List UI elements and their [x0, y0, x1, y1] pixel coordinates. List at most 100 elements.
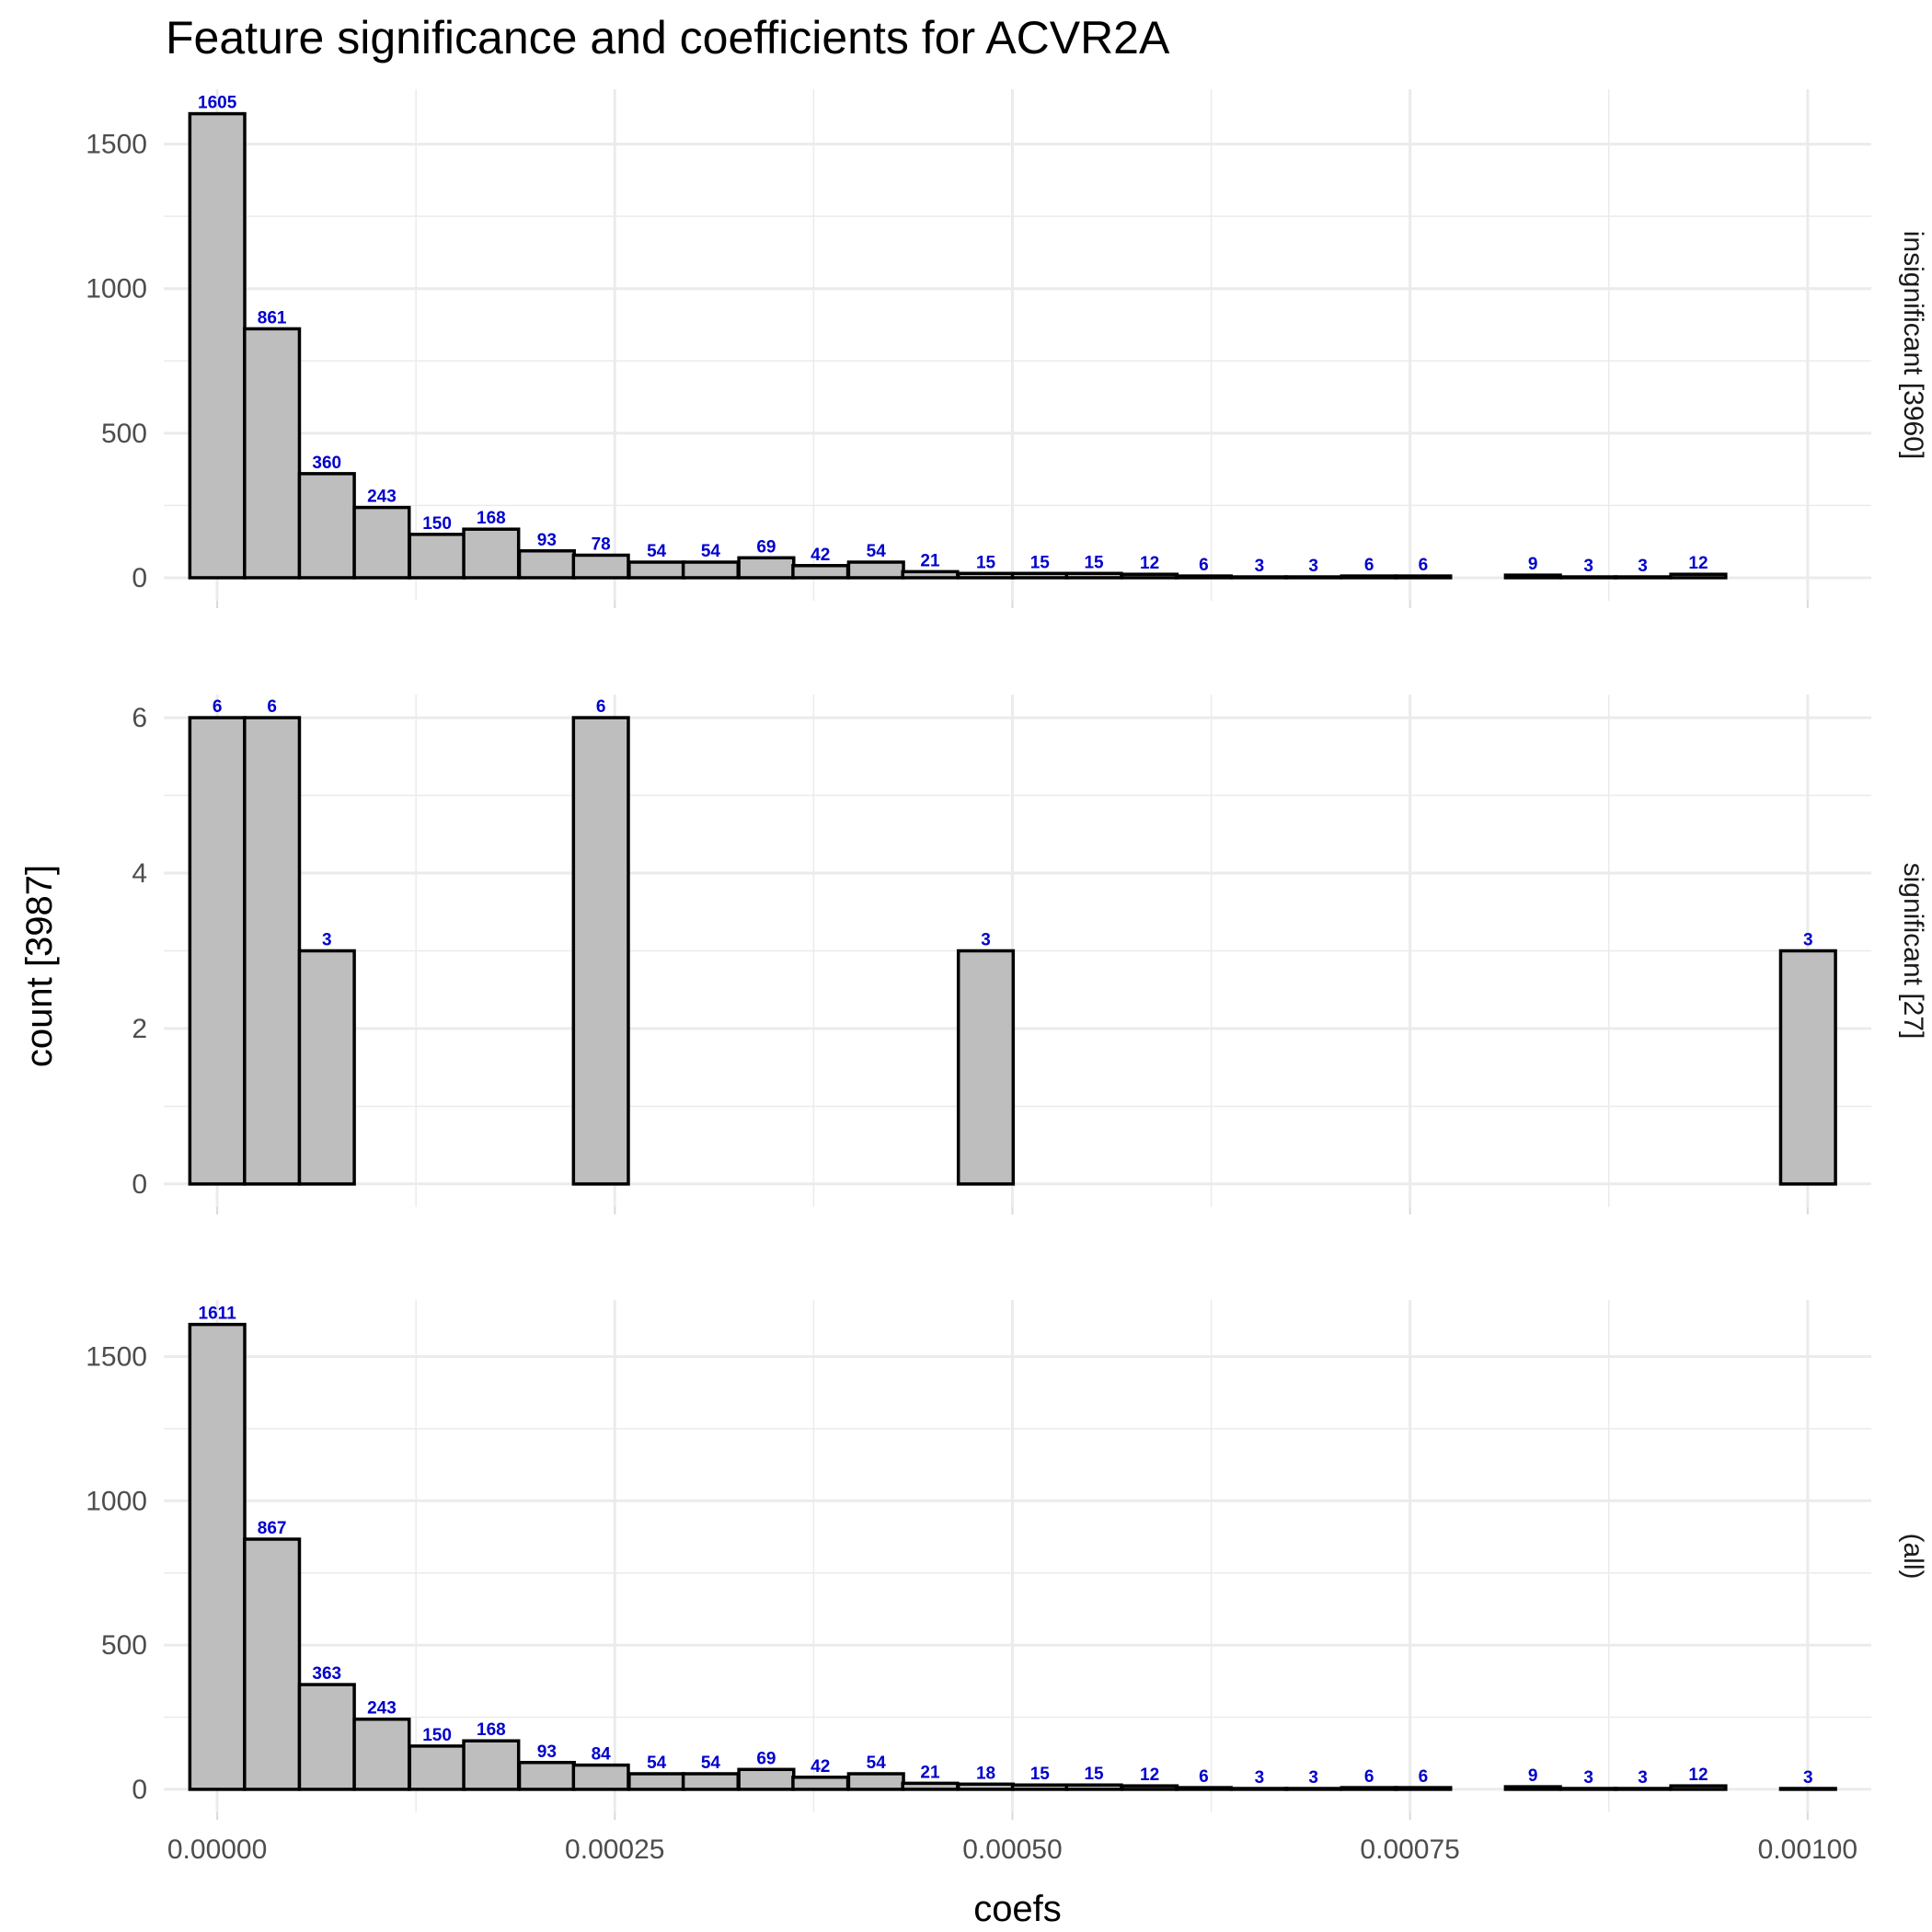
x-axis: 0.00000 0.00025 0.00050 0.00075 0.00100 [167, 1834, 1857, 1865]
x-tick-label: 0.00025 [565, 1834, 664, 1865]
bar-count-label: 21 [920, 1763, 940, 1782]
histogram-bar [517, 1761, 576, 1791]
bar-count-label: 3 [1638, 557, 1648, 576]
histogram-bar [188, 716, 247, 1186]
y-tick-label: 1000 [86, 274, 147, 305]
bar-count-label: 6 [1199, 556, 1209, 575]
bar-count-label: 3 [981, 931, 991, 950]
y-tick-label: 1500 [86, 1341, 147, 1372]
histogram-bar [297, 949, 356, 1186]
histogram-bar [846, 1772, 905, 1791]
bar-count-label: 15 [1084, 553, 1104, 572]
histogram-bar [243, 327, 302, 580]
histogram-bar [1559, 575, 1618, 580]
histogram-bar [681, 1772, 741, 1791]
facet-strip-label: significant [27] [1898, 863, 1928, 1040]
facet-strip-label: (all) [1898, 1534, 1928, 1580]
histogram-bar [297, 472, 356, 580]
bar-count-label: 6 [1364, 1767, 1374, 1787]
histogram-bar [681, 560, 741, 580]
bar-count-label: 54 [647, 542, 667, 561]
bar-count-label: 6 [1199, 1767, 1209, 1787]
histogram-bar [1121, 1784, 1179, 1791]
histogram-bar [1613, 1787, 1673, 1791]
bar-count-label: 54 [701, 542, 721, 561]
histogram-bar [1613, 575, 1673, 580]
bar-count-label: 1605 [198, 94, 237, 113]
histogram-bar [188, 111, 247, 580]
panel-2: 0 2 4 6 6 6 3 6 3 3 significant [27] [132, 695, 1928, 1214]
histogram-bar [243, 1537, 302, 1791]
histogram-bar [737, 556, 796, 580]
histogram-bar [737, 1767, 796, 1791]
bar-count-label: 6 [1419, 556, 1429, 575]
histogram-bar [1230, 575, 1289, 580]
x-axis-title: coefs [973, 1889, 1062, 1929]
histogram-bar [1340, 1786, 1398, 1791]
y-tick-label: 2 [132, 1014, 147, 1044]
histogram-bar [1230, 1787, 1289, 1791]
bar-count-label: 69 [756, 1749, 776, 1768]
bar-count-label: 15 [1030, 553, 1051, 572]
bar-count-label: 42 [811, 546, 830, 565]
bar-count-label: 78 [592, 535, 611, 554]
y-tick-label: 500 [101, 419, 147, 449]
bar-count-label: 3 [1803, 1768, 1813, 1788]
bar-count-label: 9 [1528, 1766, 1538, 1786]
bar-count-label: 243 [367, 488, 397, 507]
histogram-bar [1559, 1787, 1618, 1791]
bar-count-label: 6 [213, 697, 223, 717]
bar-count-label: 12 [1688, 554, 1708, 573]
histogram-bar [188, 1322, 247, 1791]
bar-count-label: 12 [1140, 1765, 1159, 1785]
histogram-bar [1778, 949, 1837, 1186]
histogram-bar [1394, 574, 1453, 580]
bar-count-label: 12 [1140, 554, 1159, 573]
bar-count-label: 363 [312, 1664, 341, 1684]
x-tick-label: 0.00075 [1360, 1834, 1459, 1865]
bar-count-label: 243 [367, 1699, 397, 1719]
histogram-bar [462, 1739, 521, 1791]
bar-count-label: 3 [1308, 1768, 1318, 1788]
histogram-bar [243, 716, 302, 1186]
histogram-bar [571, 716, 630, 1186]
bar-count-label: 3 [1803, 931, 1813, 950]
bar-count-label: 54 [867, 1754, 887, 1773]
histogram-bar [1503, 1785, 1562, 1791]
bar-count-label: 3 [1255, 1768, 1265, 1788]
bar-count-label: 168 [477, 1720, 506, 1740]
bar-count-label: 150 [422, 514, 452, 534]
histogram-bar [408, 1744, 466, 1791]
histogram-bar [1121, 572, 1179, 580]
bar-count-label: 3 [1583, 557, 1593, 576]
bar-count-label: 6 [596, 697, 606, 717]
histogram-bar [1010, 1783, 1069, 1791]
bar-count-label: 150 [422, 1726, 452, 1745]
bar-count-label: 84 [592, 1745, 612, 1765]
bar-count-label: 6 [1364, 556, 1374, 575]
y-tick-label: 500 [101, 1630, 147, 1661]
y-tick-label: 1500 [86, 130, 147, 160]
bar-count-label: 3 [1308, 557, 1318, 576]
histogram-bar [517, 549, 576, 580]
histogram-bar [1503, 573, 1562, 580]
bar-count-label: 9 [1528, 555, 1538, 574]
chart-title: Feature significance and coefficients fo… [166, 12, 1170, 63]
histogram-bar [571, 1763, 630, 1791]
histogram-bar [956, 571, 1016, 580]
x-tick-label: 0.00000 [167, 1834, 267, 1865]
x-tick-label: 0.00050 [962, 1834, 1062, 1865]
bar-count-label: 861 [258, 308, 287, 328]
histogram-bar [297, 1683, 356, 1791]
bar-count-label: 867 [258, 1519, 287, 1538]
histogram-bar [1284, 575, 1343, 580]
histogram-bar [462, 527, 521, 580]
histogram-bar [1669, 1784, 1728, 1791]
histogram-bar [1064, 1783, 1123, 1791]
y-tick-label: 0 [132, 563, 147, 593]
histogram-bar [571, 553, 630, 580]
